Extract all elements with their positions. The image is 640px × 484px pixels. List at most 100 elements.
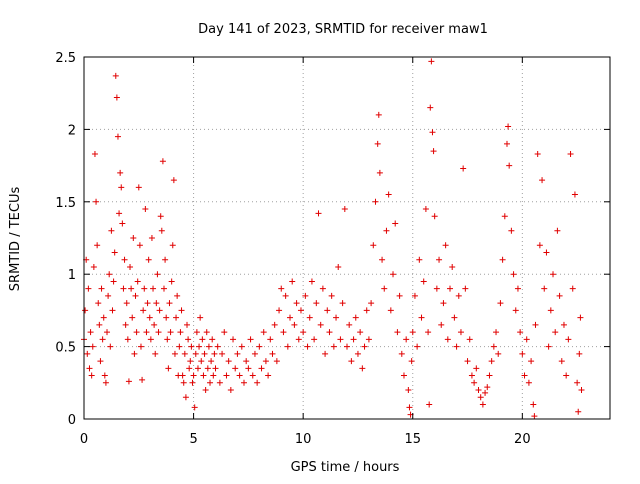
data-point — [104, 329, 111, 336]
data-point — [501, 213, 508, 220]
data-point — [414, 343, 421, 350]
data-point — [471, 379, 478, 386]
data-point — [453, 343, 460, 350]
data-point — [282, 292, 289, 299]
data-point — [243, 358, 250, 365]
data-point — [158, 227, 165, 234]
data-point — [87, 329, 94, 336]
data-point — [151, 321, 158, 328]
data-point — [199, 336, 206, 343]
data-point — [251, 350, 258, 357]
data-point — [148, 235, 155, 241]
y-tick-label: 2.5 — [55, 51, 76, 66]
data-point — [207, 379, 214, 386]
data-point — [155, 329, 162, 336]
data-point — [406, 404, 413, 411]
data-point — [139, 376, 146, 383]
data-point — [134, 278, 141, 285]
data-point — [425, 329, 432, 336]
data-point — [86, 365, 93, 372]
data-point — [178, 307, 185, 314]
data-point — [337, 336, 344, 343]
data-point — [495, 350, 502, 357]
data-point — [89, 343, 96, 350]
data-point — [398, 350, 405, 357]
data-point — [370, 242, 377, 249]
data-point — [499, 256, 506, 263]
data-point — [258, 365, 265, 372]
data-point — [254, 379, 261, 386]
data-point — [114, 133, 121, 140]
data-point — [208, 358, 215, 365]
data-point — [198, 358, 205, 365]
data-point — [422, 206, 429, 213]
data-points — [81, 58, 585, 420]
data-point — [173, 314, 180, 321]
data-point — [365, 336, 372, 343]
data-point — [328, 292, 335, 299]
data-point — [577, 314, 584, 321]
data-point — [558, 358, 565, 365]
data-point — [223, 372, 230, 379]
data-point — [440, 300, 447, 307]
data-point — [497, 300, 504, 307]
data-point — [503, 140, 510, 147]
data-point — [260, 329, 267, 336]
data-point — [574, 379, 581, 386]
data-point — [361, 343, 368, 350]
data-point — [204, 365, 211, 372]
data-point — [167, 329, 174, 336]
data-point — [110, 278, 117, 285]
data-point — [120, 285, 127, 292]
data-point — [444, 336, 451, 343]
data-point — [273, 358, 280, 365]
data-point — [403, 336, 410, 343]
data-point — [508, 227, 515, 234]
data-point — [473, 365, 480, 372]
data-point — [144, 300, 151, 307]
data-point — [394, 329, 401, 336]
data-point — [295, 336, 302, 343]
data-point — [578, 387, 585, 394]
data-point — [163, 314, 170, 321]
data-point — [100, 314, 107, 321]
data-point — [256, 343, 263, 350]
data-point — [276, 307, 283, 314]
data-point — [560, 321, 567, 328]
x-tick-label: 15 — [404, 432, 421, 447]
data-point — [357, 329, 364, 336]
data-point — [99, 336, 106, 343]
data-point — [240, 379, 247, 386]
data-point — [350, 336, 357, 343]
data-point — [85, 285, 92, 292]
data-point — [164, 336, 171, 343]
data-point — [567, 151, 574, 158]
data-point — [227, 387, 234, 394]
data-point — [291, 321, 298, 328]
data-point — [265, 372, 272, 379]
data-point — [210, 372, 217, 379]
data-point — [123, 300, 130, 307]
data-point — [159, 158, 166, 165]
data-point — [449, 263, 456, 270]
data-point — [152, 350, 159, 357]
data-point — [153, 300, 160, 307]
data-point — [133, 329, 140, 336]
data-point — [98, 285, 105, 292]
data-point — [154, 271, 161, 278]
data-point — [315, 210, 322, 217]
data-point — [541, 285, 548, 292]
data-point — [192, 350, 199, 357]
data-point — [137, 343, 144, 350]
data-point — [300, 329, 307, 336]
data-point — [390, 271, 397, 278]
data-point — [267, 336, 274, 343]
data-point — [475, 387, 482, 394]
data-point — [368, 300, 375, 307]
data-point — [271, 321, 278, 328]
data-point — [420, 278, 427, 285]
data-point — [506, 162, 513, 169]
x-tick-label: 5 — [189, 432, 197, 447]
data-point — [125, 378, 132, 385]
